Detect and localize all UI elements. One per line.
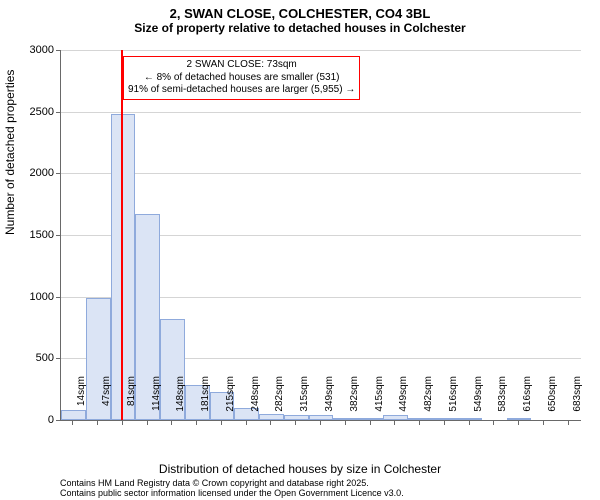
xtick-mark xyxy=(345,420,346,425)
ytick-label: 2500 xyxy=(14,106,54,118)
gridline xyxy=(61,50,581,51)
xtick-mark xyxy=(419,420,420,425)
xtick-mark xyxy=(543,420,544,425)
xtick-label: 683sqm xyxy=(572,376,583,426)
footer-line-2: Contains public sector information licen… xyxy=(60,488,404,498)
ytick-label: 1500 xyxy=(14,229,54,241)
ytick-mark xyxy=(56,235,61,236)
x-axis-title: Distribution of detached houses by size … xyxy=(0,462,600,476)
xtick-label: 382sqm xyxy=(349,376,360,426)
xtick-mark xyxy=(97,420,98,425)
xtick-mark xyxy=(122,420,123,425)
annotation-box: 2 SWAN CLOSE: 73sqm← 8% of detached hous… xyxy=(123,56,360,100)
annotation-line: ← 8% of detached houses are smaller (531… xyxy=(128,72,355,85)
xtick-label: 81sqm xyxy=(126,376,137,426)
xtick-label: 549sqm xyxy=(473,376,484,426)
xtick-mark xyxy=(320,420,321,425)
xtick-label: 616sqm xyxy=(522,376,533,426)
ytick-label: 1000 xyxy=(14,291,54,303)
xtick-mark xyxy=(469,420,470,425)
ytick-mark xyxy=(56,297,61,298)
xtick-label: 181sqm xyxy=(200,376,211,426)
footer-line-1: Contains HM Land Registry data © Crown c… xyxy=(60,478,404,488)
title-main: 2, SWAN CLOSE, COLCHESTER, CO4 3BL xyxy=(0,0,600,21)
title-sub: Size of property relative to detached ho… xyxy=(0,21,600,35)
xtick-label: 516sqm xyxy=(448,376,459,426)
xtick-mark xyxy=(246,420,247,425)
xtick-mark xyxy=(518,420,519,425)
xtick-mark xyxy=(493,420,494,425)
chart-area: 2 SWAN CLOSE: 73sqm← 8% of detached hous… xyxy=(60,50,580,420)
xtick-label: 650sqm xyxy=(547,376,558,426)
ytick-label: 500 xyxy=(14,352,54,364)
ytick-mark xyxy=(56,50,61,51)
xtick-mark xyxy=(196,420,197,425)
chart-container: 2, SWAN CLOSE, COLCHESTER, CO4 3BL Size … xyxy=(0,0,600,500)
xtick-mark xyxy=(221,420,222,425)
ytick-label: 2000 xyxy=(14,167,54,179)
xtick-label: 583sqm xyxy=(497,376,508,426)
xtick-label: 415sqm xyxy=(374,376,385,426)
xtick-mark xyxy=(171,420,172,425)
ytick-label: 3000 xyxy=(14,44,54,56)
xtick-label: 449sqm xyxy=(398,376,409,426)
property-marker-line xyxy=(121,50,123,420)
ytick-mark xyxy=(56,358,61,359)
xtick-mark xyxy=(370,420,371,425)
xtick-mark xyxy=(394,420,395,425)
xtick-mark xyxy=(147,420,148,425)
annotation-line: 2 SWAN CLOSE: 73sqm xyxy=(128,59,355,72)
xtick-label: 215sqm xyxy=(225,376,236,426)
gridline xyxy=(61,112,581,113)
footer-attribution: Contains HM Land Registry data © Crown c… xyxy=(60,478,404,499)
xtick-label: 248sqm xyxy=(250,376,261,426)
ytick-mark xyxy=(56,173,61,174)
annotation-line: 91% of semi-detached houses are larger (… xyxy=(128,84,355,97)
xtick-label: 315sqm xyxy=(299,376,310,426)
xtick-mark xyxy=(568,420,569,425)
y-axis-title: Number of detached properties xyxy=(3,70,17,235)
xtick-mark xyxy=(72,420,73,425)
xtick-label: 482sqm xyxy=(423,376,434,426)
xtick-label: 14sqm xyxy=(76,376,87,426)
xtick-label: 114sqm xyxy=(151,376,162,426)
xtick-mark xyxy=(444,420,445,425)
xtick-label: 148sqm xyxy=(175,376,186,426)
xtick-label: 349sqm xyxy=(324,376,335,426)
xtick-label: 47sqm xyxy=(101,376,112,426)
ytick-mark xyxy=(56,420,61,421)
plot-region: 2 SWAN CLOSE: 73sqm← 8% of detached hous… xyxy=(60,50,581,421)
xtick-mark xyxy=(295,420,296,425)
gridline xyxy=(61,173,581,174)
xtick-mark xyxy=(270,420,271,425)
ytick-label: 0 xyxy=(14,414,54,426)
xtick-label: 282sqm xyxy=(274,376,285,426)
ytick-mark xyxy=(56,112,61,113)
